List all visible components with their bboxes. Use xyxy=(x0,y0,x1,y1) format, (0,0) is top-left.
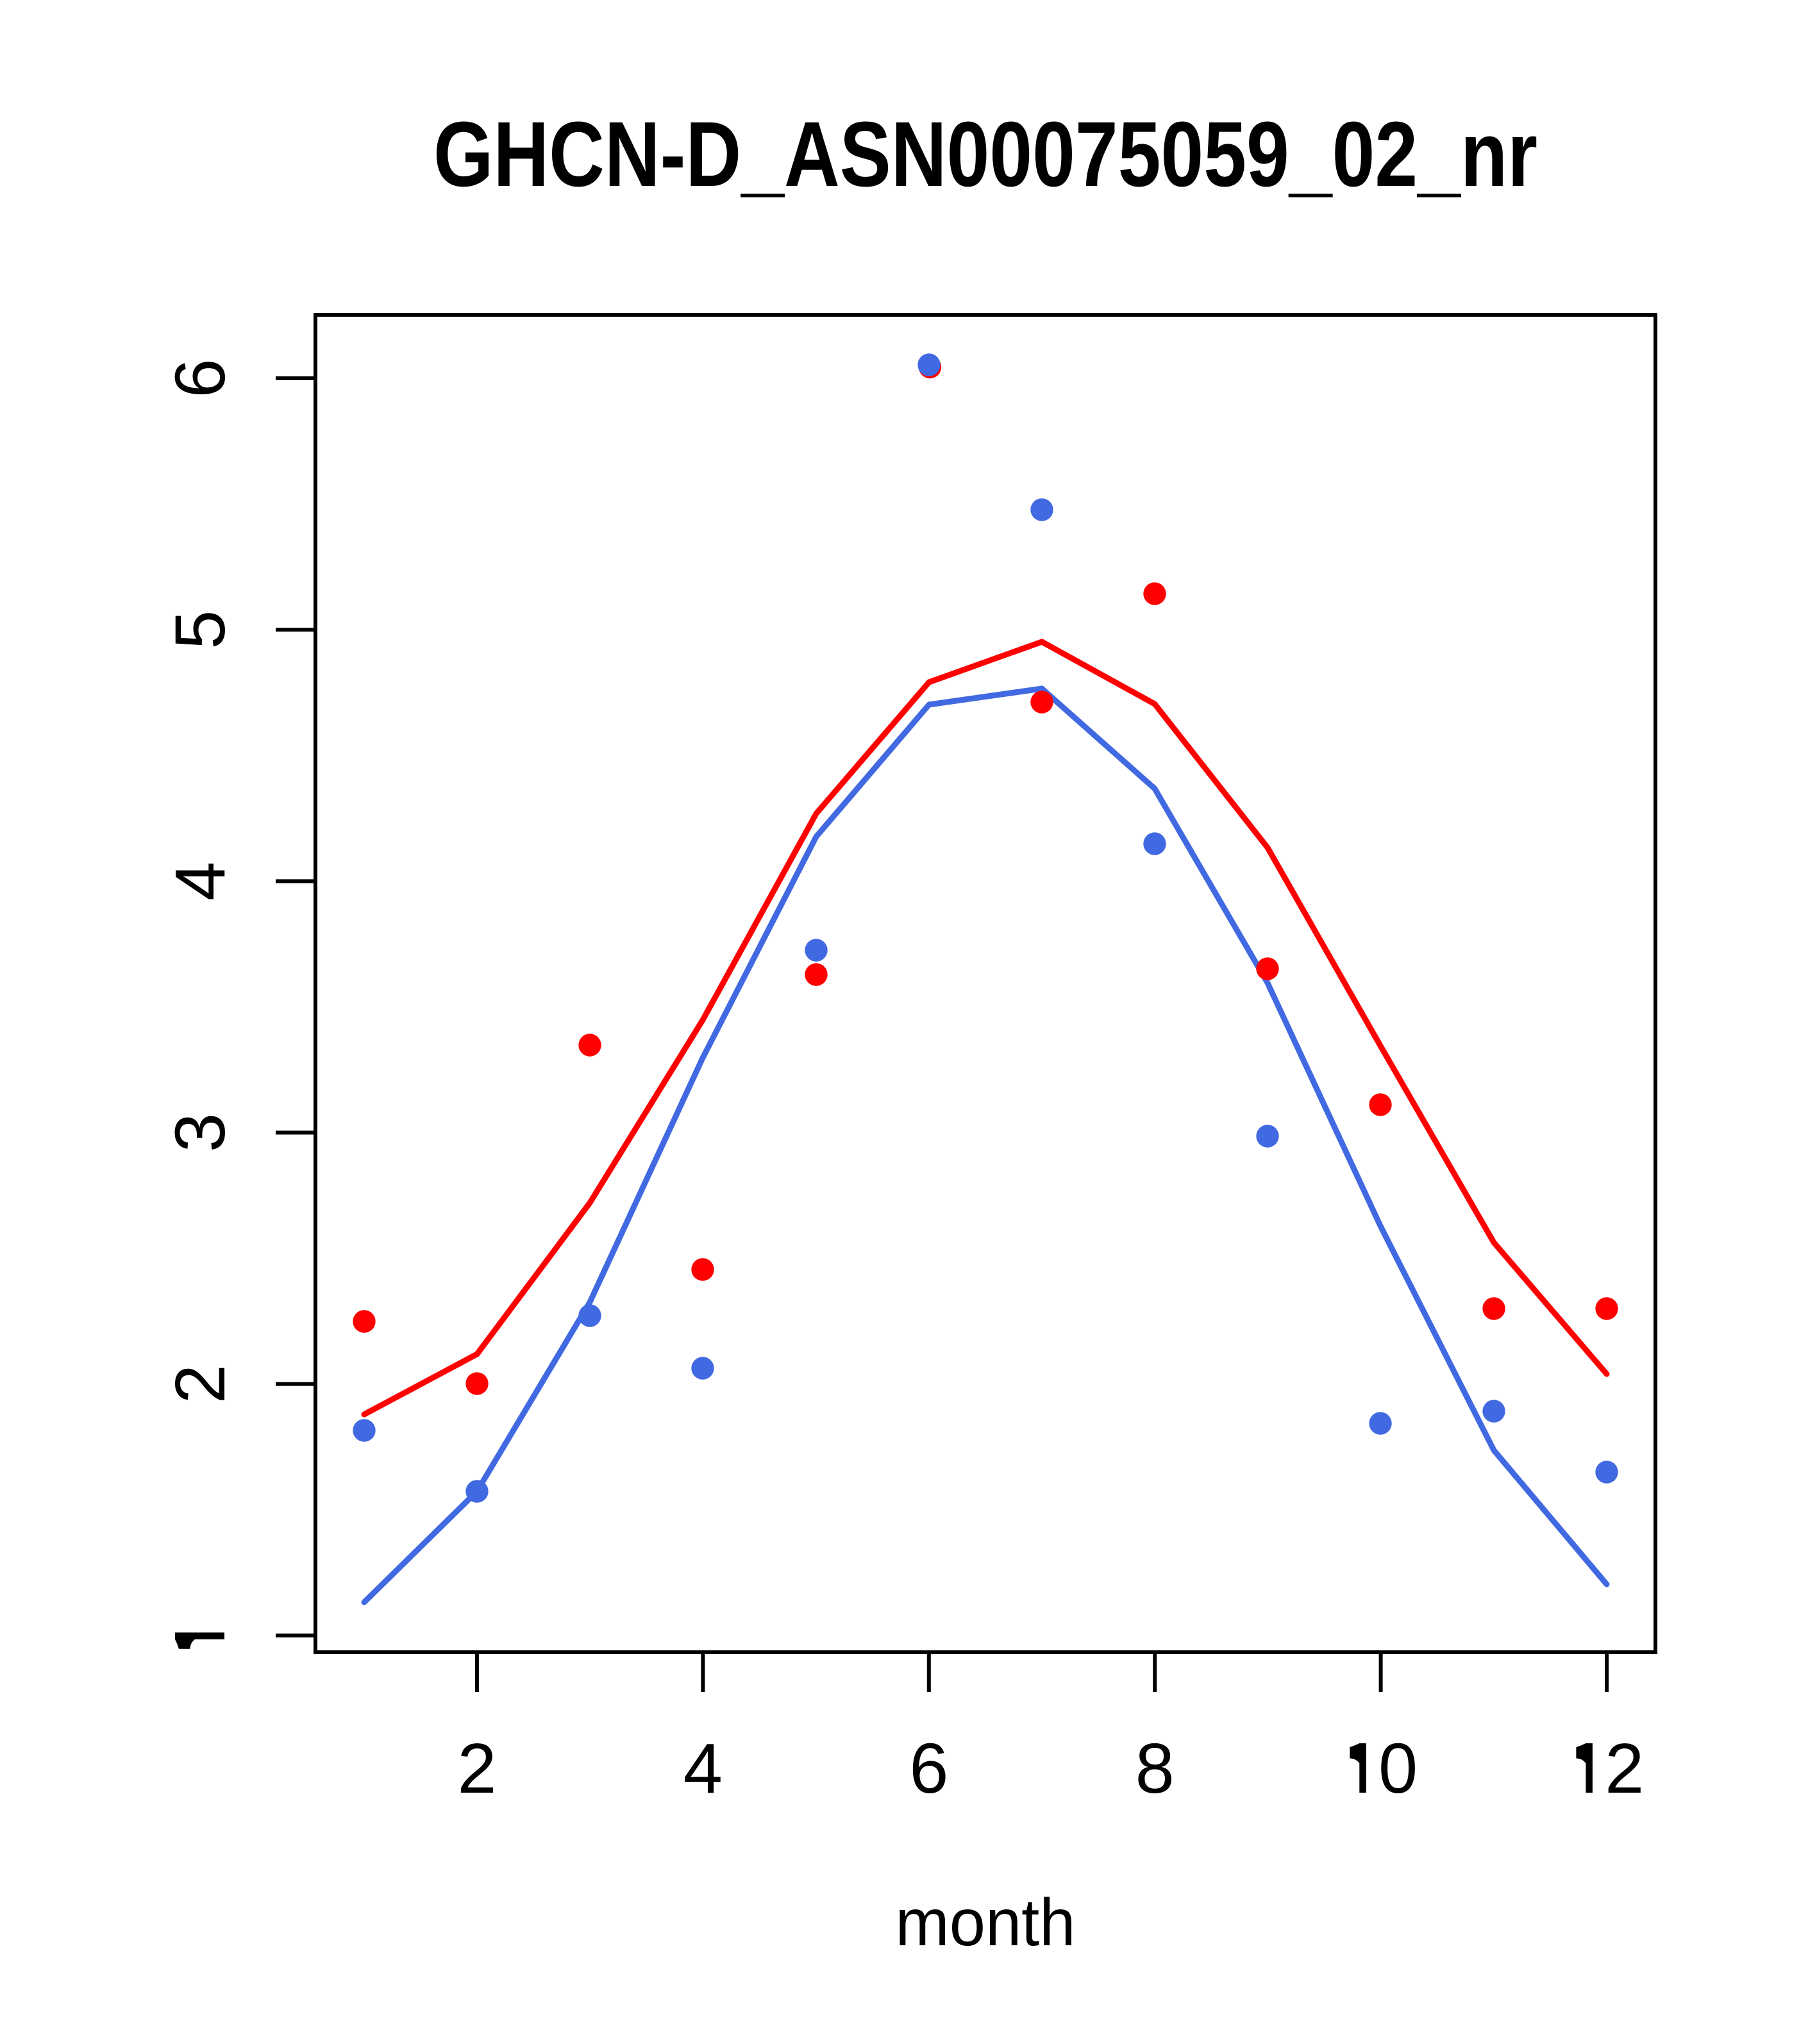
svg-text:8: 8 xyxy=(1135,1729,1175,1808)
svg-text:month: month xyxy=(896,1886,1076,1960)
svg-text:2: 2 xyxy=(1605,1729,1644,1808)
svg-text:2: 2 xyxy=(161,1364,240,1403)
svg-text:4: 4 xyxy=(161,862,240,901)
svg-text:4: 4 xyxy=(683,1729,723,1808)
svg-text:5: 5 xyxy=(161,610,240,649)
svg-text:GHCN-D_ASN00075059_02_nr: GHCN-D_ASN00075059_02_nr xyxy=(433,103,1537,206)
svg-text:6: 6 xyxy=(161,358,240,398)
svg-text:2: 2 xyxy=(457,1729,496,1808)
svg-text:0: 0 xyxy=(1378,1729,1418,1808)
svg-text:6: 6 xyxy=(909,1729,948,1808)
svg-text:3: 3 xyxy=(161,1113,240,1152)
